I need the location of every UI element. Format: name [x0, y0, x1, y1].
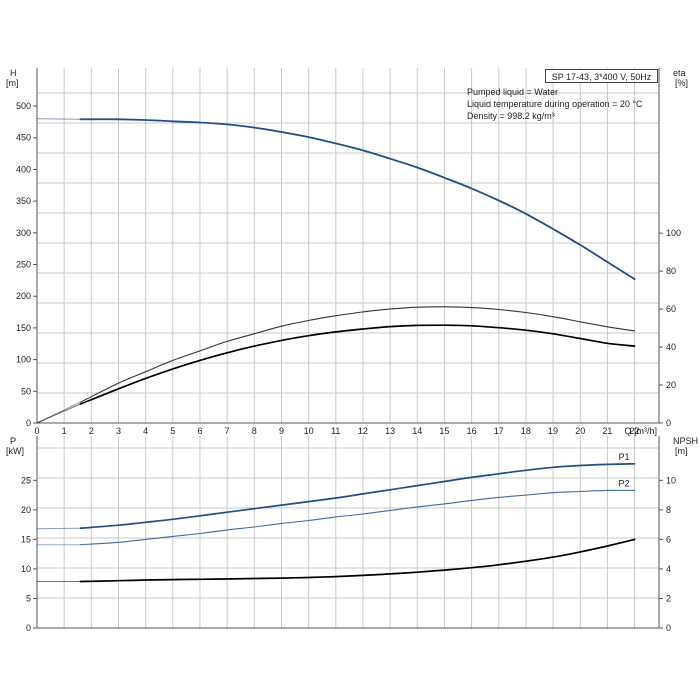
y-axis-label-left: H [10, 68, 17, 78]
y-tick-label-left: 100 [16, 355, 31, 365]
liquid-label: Pumped liquid = Water [467, 87, 558, 97]
x-tick-label: 18 [521, 426, 531, 436]
chart-labels: 0501001502002503003504004505000204060801… [6, 68, 698, 633]
y-axis-label-right: NPSH [673, 436, 698, 446]
x-tick-label: 7 [225, 426, 230, 436]
series-line-eta-pump [79, 306, 636, 403]
y-tick-label-right: 8 [666, 505, 671, 515]
y-tick-label-left: 300 [16, 228, 31, 238]
series-line-p1-extension [36, 527, 81, 530]
x-tick-label: 13 [385, 426, 395, 436]
x-tick-label: 22 [630, 426, 640, 436]
x-tick-label: 21 [602, 426, 612, 436]
y-tick-label-left: 5 [26, 593, 31, 603]
y-axis-unit-right: [%] [675, 78, 688, 88]
top-grid [36, 68, 660, 424]
x-tick-label: 1 [62, 426, 67, 436]
x-axis-label: Q [m³/h] [624, 426, 657, 436]
x-tick-label: 5 [170, 426, 175, 436]
y-axis-unit-left: [m] [6, 78, 19, 88]
y-tick-label-left: 350 [16, 196, 31, 206]
y-tick-label-left: 250 [16, 260, 31, 270]
y-tick-label-right: 10 [666, 475, 676, 485]
x-tick-label: 15 [439, 426, 449, 436]
x-tick-label: 16 [467, 426, 477, 436]
model-label: SP 17-43, 3*400 V, 50Hz [545, 69, 658, 83]
y-tick-label-left: 450 [16, 133, 31, 143]
x-tick-label: 11 [331, 426, 340, 436]
x-tick-label: 3 [116, 426, 121, 436]
series-line-p1 [79, 462, 636, 530]
series-line-npsh [79, 538, 636, 583]
y-tick-label-left: 10 [21, 564, 31, 574]
plot-area [37, 68, 659, 423]
x-tick-label: 8 [252, 426, 257, 436]
temperature-label: Liquid temperature during operation = 20… [467, 99, 643, 109]
series-line-head-extension [36, 118, 81, 120]
x-tick-label: 4 [143, 426, 148, 436]
y-axis-unit-left: [kW] [6, 446, 24, 456]
x-tick-label: 2 [89, 426, 94, 436]
series-line-p2 [79, 489, 636, 546]
y-tick-label-right: 40 [666, 342, 676, 352]
y-tick-label-left: 150 [16, 323, 31, 333]
y-tick-label-left: 0 [26, 418, 31, 428]
x-tick-label: 14 [412, 426, 422, 436]
info-lines: Pumped liquid = Water Liquid temperature… [467, 86, 642, 122]
series-label-p1: P1 [619, 452, 630, 462]
y-tick-label-left: 400 [16, 164, 31, 174]
plot-area [37, 436, 659, 628]
y-tick-label-left: 0 [26, 623, 31, 633]
x-tick-label: 12 [358, 426, 368, 436]
y-tick-label-right: 0 [666, 418, 671, 428]
y-tick-label-right: 6 [666, 534, 671, 544]
x-tick-label: 0 [34, 426, 39, 436]
series-label-p2: P2 [619, 478, 630, 488]
chart-marks [36, 118, 636, 583]
y-tick-label-left: 15 [21, 534, 31, 544]
x-tick-label: 19 [548, 426, 558, 436]
y-axis-unit-right: [m] [675, 446, 688, 456]
y-tick-label-left: 200 [16, 291, 31, 301]
y-tick-label-right: 20 [666, 380, 676, 390]
x-tick-label: 9 [279, 426, 284, 436]
y-tick-label-right: 80 [666, 266, 676, 276]
x-tick-label: 6 [197, 426, 202, 436]
density-label: Density = 998.2 kg/m³ [467, 111, 555, 121]
x-tick-label: 20 [575, 426, 585, 436]
y-axis-label-left: P [10, 436, 16, 446]
y-tick-label-right: 0 [666, 623, 671, 633]
series-line-eta-total-extension [36, 403, 81, 424]
y-tick-label-right: 60 [666, 304, 676, 314]
y-tick-label-left: 20 [21, 505, 31, 515]
y-tick-label-right: 4 [666, 564, 671, 574]
x-tick-label: 10 [304, 426, 314, 436]
x-tick-label: 17 [494, 426, 504, 436]
y-tick-label-left: 500 [16, 101, 31, 111]
series-line-eta-total [79, 324, 636, 405]
series-line-head [79, 118, 636, 280]
bottom-grid [36, 436, 660, 629]
y-tick-label-left: 50 [21, 386, 31, 396]
y-axis-label-right: eta [673, 68, 686, 78]
y-tick-label-left: 25 [21, 475, 31, 485]
y-tick-label-right: 100 [666, 228, 681, 238]
y-tick-label-right: 2 [666, 593, 671, 603]
